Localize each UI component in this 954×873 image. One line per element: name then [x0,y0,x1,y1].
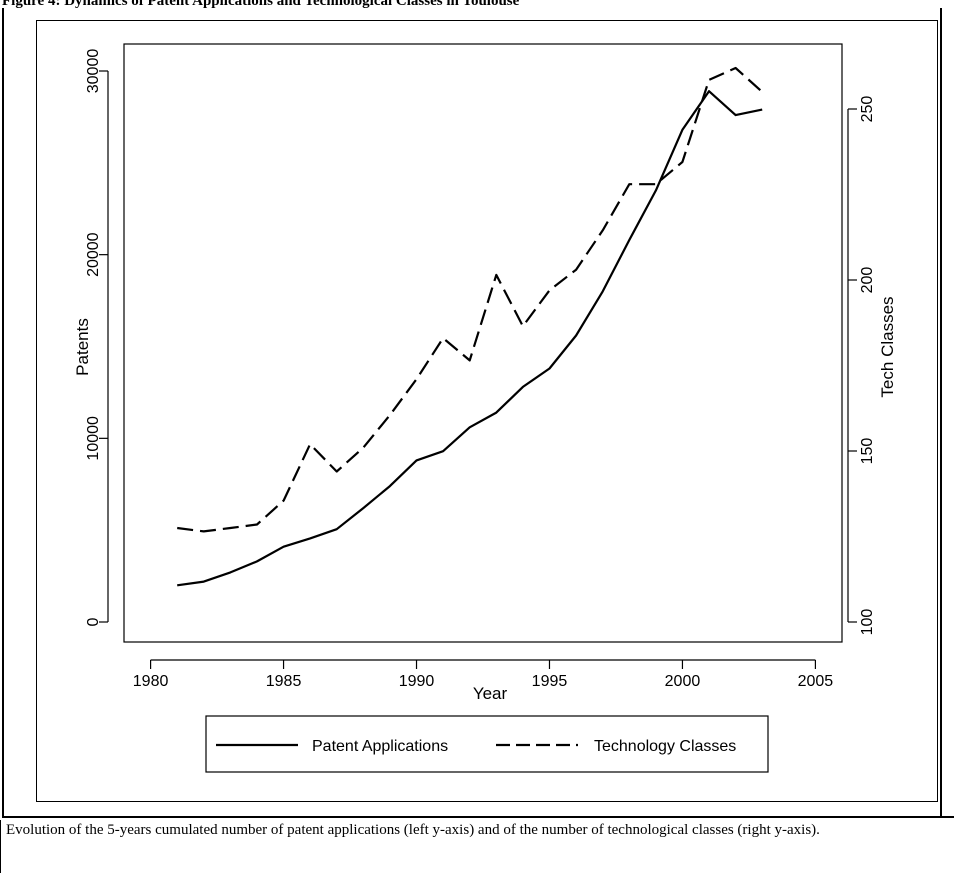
legend: Patent Applications Technology Classes [205,715,769,773]
x-axis-label: Year [473,684,508,703]
series-line-patent-applications [177,90,763,587]
x-tick-label: 1995 [532,673,568,690]
frame-corner-rule [940,816,954,818]
x-tick-label: 1980 [133,673,169,690]
legend-label: Technology Classes [594,738,736,755]
y-right-tick-label: 250 [859,96,876,123]
y-left-tick-label: 20000 [85,232,102,277]
y-right-tick-label: 200 [859,267,876,294]
legend-label: Patent Applications [312,738,448,755]
figure-caption: Evolution of the 5-years cumulated numbe… [0,820,952,873]
x-tick-label: 2000 [665,673,701,690]
frame-left-border [2,8,4,818]
series-line-technology-classes [177,66,763,533]
plot-area-border [123,43,843,643]
frame-right-border [940,8,942,818]
y-right-tick-label: 150 [859,438,876,465]
x-tick-label: 2005 [798,673,834,690]
figure-title: Figure 4: Dynamics of Patent Application… [2,0,520,8]
plot-region-border [36,20,938,802]
y-right-tick-label: 100 [859,609,876,636]
y-left-tick-label: 0 [85,617,102,626]
y-axis-left-label: Patents [73,318,92,376]
frame-bottom-border [2,816,942,818]
plot-area-frame [123,43,843,643]
y-axis-right-label: Tech Classes [878,296,897,397]
x-tick-label: 1990 [399,673,435,690]
series-lines [177,66,763,587]
y-left-tick-label: 10000 [85,416,102,461]
legend-box [205,715,769,773]
y-left-tick-label: 30000 [85,49,102,94]
x-tick-label: 1985 [266,673,302,690]
axes: 1980 1985 1990 1995 2000 2005 0 10000 20000 30000… [85,49,876,690]
